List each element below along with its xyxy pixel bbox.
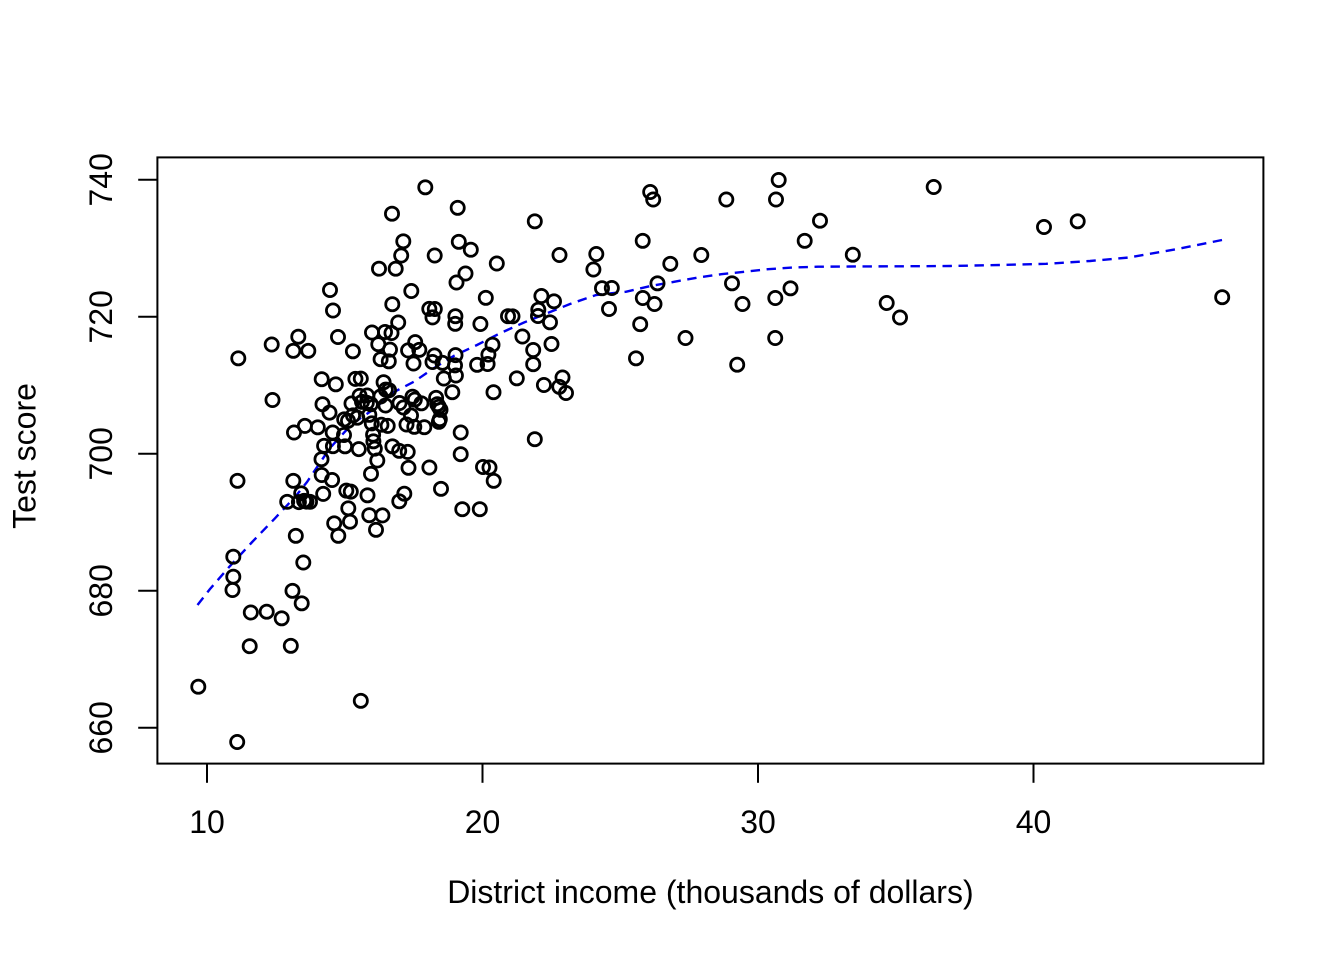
svg-text:District income (thousands of: District income (thousands of dollars) <box>447 874 973 910</box>
svg-text:720: 720 <box>83 290 119 343</box>
svg-text:740: 740 <box>83 153 119 206</box>
svg-text:40: 40 <box>1016 804 1052 840</box>
svg-text:30: 30 <box>740 804 776 840</box>
svg-text:20: 20 <box>465 804 501 840</box>
svg-text:680: 680 <box>83 564 119 617</box>
svg-text:10: 10 <box>189 804 225 840</box>
svg-text:660: 660 <box>83 701 119 754</box>
svg-text:700: 700 <box>83 427 119 480</box>
svg-text:Test score: Test score <box>7 383 43 529</box>
